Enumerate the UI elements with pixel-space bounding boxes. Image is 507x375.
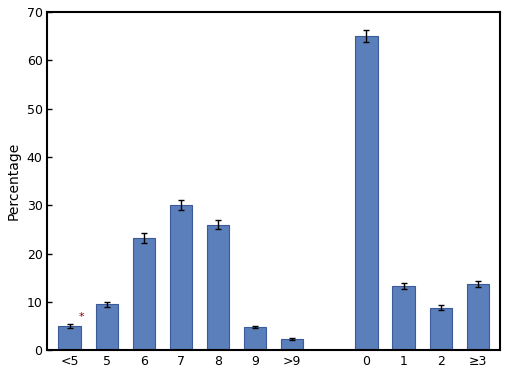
Bar bbox=[244, 327, 266, 350]
Bar bbox=[207, 225, 229, 350]
Bar bbox=[96, 304, 118, 350]
Text: *: * bbox=[79, 312, 85, 322]
Bar bbox=[58, 326, 81, 350]
Bar bbox=[133, 238, 155, 350]
Bar bbox=[355, 36, 378, 350]
Bar bbox=[170, 205, 192, 350]
Y-axis label: Percentage: Percentage bbox=[7, 142, 21, 220]
Bar bbox=[429, 308, 452, 350]
Bar bbox=[392, 286, 415, 350]
Bar bbox=[466, 284, 489, 350]
Bar bbox=[281, 339, 303, 350]
